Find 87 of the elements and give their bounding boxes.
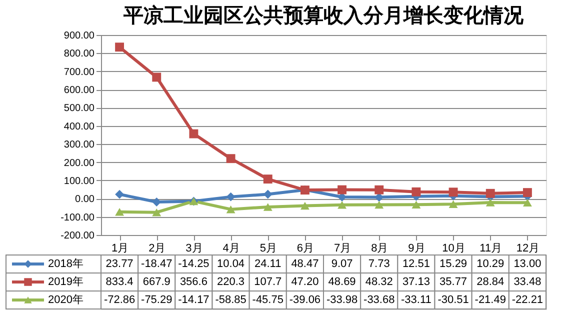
y-tick-label: 500.00 — [64, 103, 95, 114]
y-tick-label: 900.00 — [64, 30, 95, 42]
legend-label: 2019年 — [48, 276, 84, 288]
data-label: 7.73 — [368, 258, 390, 270]
point — [486, 198, 495, 206]
chart-title: 平凉工业园区公共预算收入分月增长变化情况 — [122, 4, 524, 27]
y-tick-label: 100.00 — [64, 176, 95, 187]
point — [486, 188, 495, 198]
x-tick-label: 1月 — [111, 242, 129, 254]
y-tick-label: 400.00 — [64, 121, 95, 132]
x-tick-label: 11月 — [480, 242, 502, 254]
data-label: -33.68 — [364, 294, 395, 306]
point — [226, 154, 236, 164]
data-label: -75.29 — [141, 294, 172, 306]
data-label: -72.86 — [104, 294, 136, 306]
x-tick-label: 2月 — [148, 242, 166, 254]
data-label: -30.51 — [438, 294, 469, 306]
point — [448, 188, 458, 197]
point — [374, 200, 384, 209]
legend-label: 2020年 — [48, 294, 84, 306]
point — [115, 190, 124, 199]
data-label: 10.29 — [476, 258, 504, 270]
point — [412, 200, 421, 209]
y-tick-label: 200.00 — [64, 158, 95, 169]
point — [263, 174, 272, 184]
point — [522, 188, 532, 198]
point — [115, 42, 124, 52]
point — [412, 187, 421, 196]
point — [448, 200, 458, 208]
data-label: 13.00 — [514, 258, 542, 270]
data-label: 9.07 — [331, 258, 353, 270]
data-label: -33.11 — [401, 294, 432, 306]
x-tick-label: 12月 — [516, 242, 540, 254]
y-tick-label: -100.00 — [60, 212, 95, 224]
data-label: -22.21 — [512, 294, 544, 306]
y-tick-label: 0.00 — [75, 194, 95, 206]
x-tick-label: 6月 — [296, 242, 314, 254]
data-label: -39.06 — [289, 294, 321, 306]
data-label: -33.98 — [326, 294, 358, 306]
point — [115, 208, 124, 216]
data-label: 12.51 — [402, 258, 430, 270]
point — [152, 72, 162, 82]
data-label: -14.25 — [178, 258, 210, 270]
x-tick-label: 4月 — [222, 242, 240, 254]
y-tick-label: 800.00 — [64, 48, 95, 60]
point — [189, 129, 198, 138]
data-label: -58.85 — [215, 294, 246, 306]
data-label: -18.47 — [141, 258, 172, 270]
data-label: 220.3 — [217, 276, 245, 288]
data-label: 23.77 — [106, 258, 134, 270]
point — [338, 200, 347, 209]
y-tick-label: 300.00 — [64, 140, 95, 151]
x-tick-label: 3月 — [186, 242, 203, 254]
point — [226, 205, 236, 214]
data-label: 33.48 — [514, 276, 542, 288]
x-tick-label: 10月 — [442, 242, 466, 254]
data-label: 15.29 — [440, 258, 468, 270]
point — [338, 185, 347, 194]
point — [522, 198, 532, 207]
data-label: 47.20 — [291, 276, 319, 288]
data-label: -45.75 — [252, 294, 284, 306]
data-label: 35.77 — [440, 276, 468, 288]
legend-label: 2018年 — [48, 258, 84, 270]
data-label: -14.17 — [178, 294, 210, 306]
point — [300, 202, 310, 210]
x-tick-label: 8月 — [371, 242, 388, 254]
data-label: 667.9 — [142, 276, 170, 288]
data-label: 28.84 — [476, 276, 504, 288]
data-label: 10.04 — [217, 258, 245, 270]
data-label: -21.49 — [474, 294, 506, 306]
data-label: 356.6 — [180, 276, 208, 288]
data-label: 107.7 — [254, 276, 282, 288]
data-label: 24.11 — [254, 258, 282, 270]
data-label: 37.13 — [402, 276, 430, 288]
x-tick-label: 7月 — [334, 242, 352, 254]
y-tick-label: 600.00 — [64, 85, 95, 96]
x-tick-label: 5月 — [260, 242, 277, 254]
y-tick-label: 700.00 — [64, 66, 95, 78]
data-label: 833.4 — [106, 276, 134, 288]
data-label: 48.47 — [291, 258, 319, 270]
point — [152, 208, 162, 216]
data-label: 48.32 — [365, 276, 393, 288]
data-label: 48.69 — [328, 276, 356, 288]
point — [374, 185, 384, 194]
point — [263, 203, 272, 211]
x-tick-label: 9月 — [408, 242, 426, 254]
y-tick-label: -200.00 — [60, 230, 95, 242]
